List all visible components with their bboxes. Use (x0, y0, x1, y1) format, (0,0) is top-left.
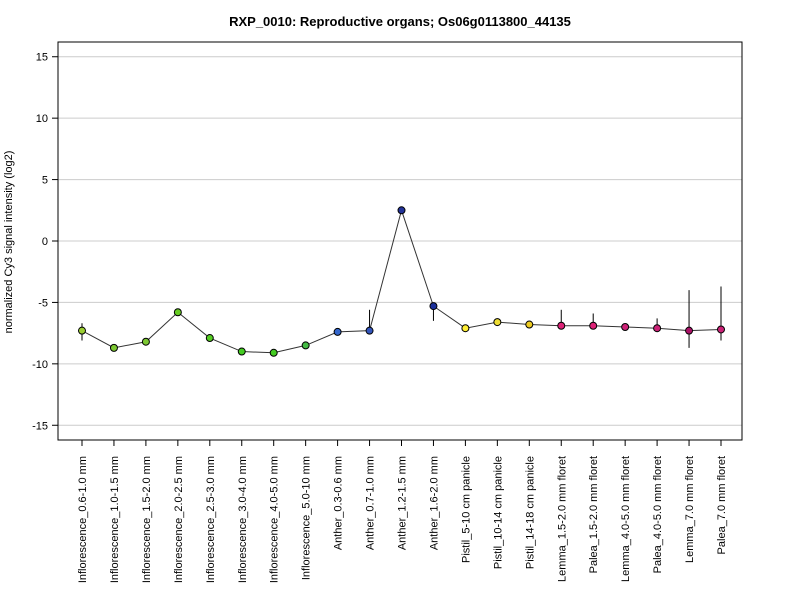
x-tick-label: Inflorescence_5.0-10 mm (301, 456, 313, 580)
x-tick-label: Palea_4.0-5.0 mm floret (652, 456, 664, 573)
data-point (429, 302, 438, 311)
x-tick-label: Inflorescence_4.0-5.0 mm (269, 456, 281, 583)
data-point (525, 320, 534, 329)
x-tick-label: Palea_1.5-2.0 mm floret (588, 456, 600, 573)
data-point (461, 324, 470, 333)
y-tick-label: 15 (36, 52, 48, 64)
y-tick-label: 10 (36, 113, 48, 125)
y-tick-label: -5 (38, 297, 48, 309)
y-tick-label: -10 (32, 359, 48, 371)
data-point (717, 325, 725, 334)
x-axis: Inflorescence_0.6-1.0 mm Inflorescence_1.… (77, 440, 728, 583)
x-tick-label: Lemma_4.0-5.0 mm floret (620, 456, 632, 582)
x-tick-label: Inflorescence_0.6-1.0 mm (77, 456, 89, 583)
data-point (621, 322, 630, 331)
x-tick-label: Anther_1.2-1.5 mm (397, 456, 409, 550)
x-tick-label: Inflorescence_2.5-3.0 mm (205, 456, 217, 583)
x-tick-label: Inflorescence_1.5-2.0 mm (141, 456, 153, 583)
x-tick-label: Anther_1.6-2.0 mm (428, 456, 440, 550)
x-tick-label: Anther_0.3-0.6 mm (333, 456, 345, 550)
data-point (237, 347, 246, 356)
y-axis-label: normalized Cy3 signal intensity (log2) (3, 151, 15, 334)
grid-lines (58, 56, 742, 426)
error-bars (81, 209, 722, 355)
data-point (78, 326, 86, 335)
x-tick-label: Pistil_10-14 cm panicle (492, 456, 504, 569)
chart-title: RXP_0010: Reproductive organs; Os06g0113… (229, 14, 571, 29)
data-point (397, 206, 406, 215)
x-tick-label: Inflorescence_3.0-4.0 mm (237, 456, 249, 583)
series (78, 206, 725, 357)
data-point (653, 324, 662, 333)
data-point (301, 341, 310, 350)
x-tick-label: Lemma_1.5-2.0 mm floret (556, 456, 568, 582)
data-point (205, 334, 214, 343)
data-point (269, 348, 278, 357)
data-point (493, 318, 502, 327)
series-line (81, 208, 722, 354)
y-axis: 15 10 5 0 -5 -10 -15 (32, 52, 58, 432)
y-tick-label: 0 (42, 236, 48, 248)
x-tick-label: Lemma_7.0 mm floret (684, 456, 696, 563)
x-tick-label: Pistil_14-18 cm panicle (524, 456, 536, 569)
data-point (557, 321, 566, 330)
data-point (365, 326, 374, 335)
x-tick-label: Palea_7.0 mm floret (716, 456, 728, 554)
x-tick-label: Inflorescence_1.0-1.5 mm (109, 456, 121, 583)
data-point (141, 337, 150, 346)
data-point (685, 326, 694, 335)
x-tick-label: Inflorescence_2.0-2.5 mm (173, 456, 185, 583)
plot-frame (57, 41, 743, 441)
y-tick-label: -15 (32, 420, 48, 432)
data-point (333, 327, 342, 336)
data-point (173, 308, 182, 317)
y-tick-label: 5 (42, 175, 48, 187)
data-point (109, 343, 118, 352)
x-tick-label: Anther_0.7-1.0 mm (365, 456, 377, 550)
data-point (589, 321, 598, 330)
x-tick-label: Pistil_5-10 cm panicle (460, 456, 472, 563)
